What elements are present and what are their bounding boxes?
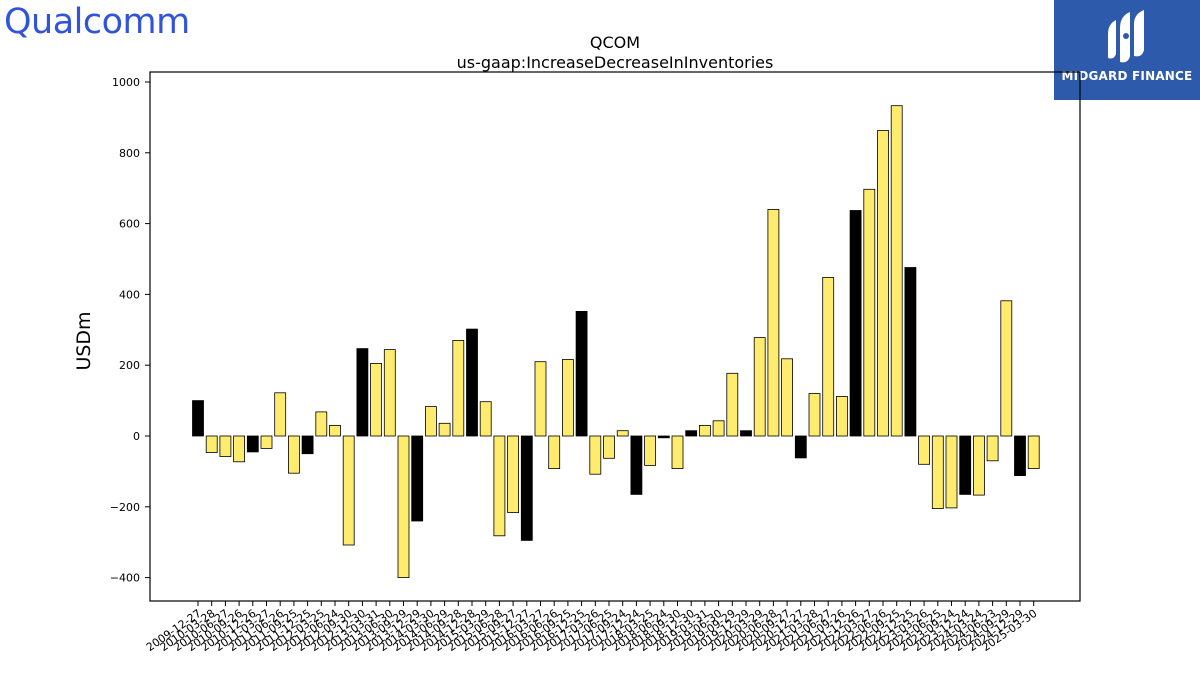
bar-2010-06-27 bbox=[219, 435, 232, 457]
bar-2015-09-27 bbox=[507, 435, 520, 513]
bar-2019-12-29 bbox=[740, 430, 752, 437]
bar-2024-09-29 bbox=[1000, 300, 1013, 437]
bar-2024-06-23 bbox=[986, 435, 999, 462]
bar-2012-09-30 bbox=[342, 435, 355, 546]
bar-2011-09-25 bbox=[287, 435, 300, 474]
qualcomm-logo: Qualcomm bbox=[4, 2, 190, 42]
y-tick-label: −400 bbox=[110, 572, 140, 585]
bar-2018-06-24 bbox=[657, 435, 670, 439]
bar-2014-12-28 bbox=[466, 328, 478, 437]
bar-2014-06-29 bbox=[438, 422, 451, 437]
x-axis-ticks: 2009-12-272010-03-282010-06-272010-09-26… bbox=[144, 601, 1039, 654]
bar-2016-06-26 bbox=[548, 435, 561, 469]
bar-2025-03-30 bbox=[1027, 435, 1040, 469]
y-tick-label: 800 bbox=[119, 147, 140, 160]
bar-2015-03-29 bbox=[479, 401, 492, 437]
bar-2022-03-27 bbox=[863, 188, 876, 437]
bar-2017-06-25 bbox=[603, 435, 615, 459]
bar-2017-09-24 bbox=[616, 430, 629, 437]
midgard-emblem-icon bbox=[1108, 10, 1144, 63]
bar-2011-06-26 bbox=[274, 392, 287, 437]
bar-2022-06-26 bbox=[877, 130, 889, 437]
bar-2022-09-25 bbox=[890, 105, 903, 437]
bar-2018-12-30 bbox=[685, 430, 698, 437]
bar-2017-03-26 bbox=[589, 435, 602, 475]
bar-2012-12-30 bbox=[356, 348, 369, 437]
y-tick-label: 600 bbox=[119, 218, 140, 231]
bar-2009-12-27 bbox=[192, 400, 204, 437]
bar-2020-03-29 bbox=[753, 337, 766, 437]
bar-2018-03-25 bbox=[644, 435, 656, 466]
bar-2020-09-27 bbox=[781, 358, 793, 437]
bar-2012-03-25 bbox=[315, 411, 328, 437]
bar-2022-12-25 bbox=[904, 267, 917, 437]
bar-2010-03-28 bbox=[205, 435, 218, 454]
bar-2023-09-24 bbox=[945, 435, 958, 509]
bar-2020-12-27 bbox=[794, 435, 807, 459]
bar-2023-03-26 bbox=[918, 435, 930, 465]
bar-2023-12-24 bbox=[959, 435, 972, 495]
y-tick-label: 0 bbox=[133, 430, 140, 443]
bar-2015-06-28 bbox=[493, 435, 506, 537]
bar-2015-12-27 bbox=[520, 435, 533, 541]
bar-2010-09-26 bbox=[233, 435, 246, 463]
bar-2021-09-26 bbox=[836, 395, 848, 437]
bar-2010-12-26 bbox=[246, 435, 259, 453]
y-tick-label: 400 bbox=[119, 288, 140, 301]
bar-2013-12-29 bbox=[411, 435, 424, 522]
bar-2011-12-25 bbox=[301, 435, 314, 455]
bar-2012-06-24 bbox=[329, 424, 341, 437]
bar-2016-03-27 bbox=[534, 361, 547, 437]
y-axis-label: USDm bbox=[73, 311, 95, 370]
bar-2021-03-28 bbox=[808, 393, 821, 437]
bar-2016-09-25 bbox=[562, 359, 574, 437]
bar-2014-09-28 bbox=[452, 339, 465, 437]
midgard-finance-wordmark: MIDGARD FINANCE bbox=[1061, 69, 1193, 83]
midgard-finance-logo: MIDGARD FINANCE bbox=[1054, 0, 1200, 100]
bar-2013-09-29 bbox=[397, 435, 410, 579]
bar-2013-06-30 bbox=[383, 349, 396, 437]
chart-subtitle: us-gaap:IncreaseDecreaseInInventories bbox=[457, 53, 774, 72]
bar-2019-09-29 bbox=[726, 372, 739, 437]
plot-frame bbox=[149, 71, 1081, 602]
bar-2011-03-27 bbox=[260, 435, 273, 449]
bar-2014-03-30 bbox=[424, 406, 437, 437]
bar-2019-06-30 bbox=[712, 420, 725, 437]
bars-group bbox=[192, 105, 1040, 579]
y-tick-label: 1000 bbox=[112, 76, 140, 89]
y-tick-label: −200 bbox=[110, 501, 140, 514]
bar-2016-12-25 bbox=[575, 310, 588, 437]
bar-2020-06-28 bbox=[767, 208, 780, 437]
chart-title: QCOM bbox=[590, 33, 640, 52]
bar-2017-12-24 bbox=[630, 435, 643, 495]
bar-2024-12-29 bbox=[1014, 435, 1026, 476]
y-tick-label: 200 bbox=[119, 359, 140, 372]
bar-2024-03-24 bbox=[973, 435, 985, 496]
bar-2021-12-26 bbox=[849, 210, 862, 437]
bar-2018-09-30 bbox=[671, 435, 684, 469]
bar-2021-06-27 bbox=[822, 276, 835, 437]
bar-2023-06-25 bbox=[931, 435, 944, 509]
y-axis-ticks: −400 −200 0 200 400 600 800 1000 bbox=[110, 76, 150, 585]
bar-2019-03-31 bbox=[699, 424, 711, 437]
bar-2013-03-31 bbox=[370, 362, 383, 437]
